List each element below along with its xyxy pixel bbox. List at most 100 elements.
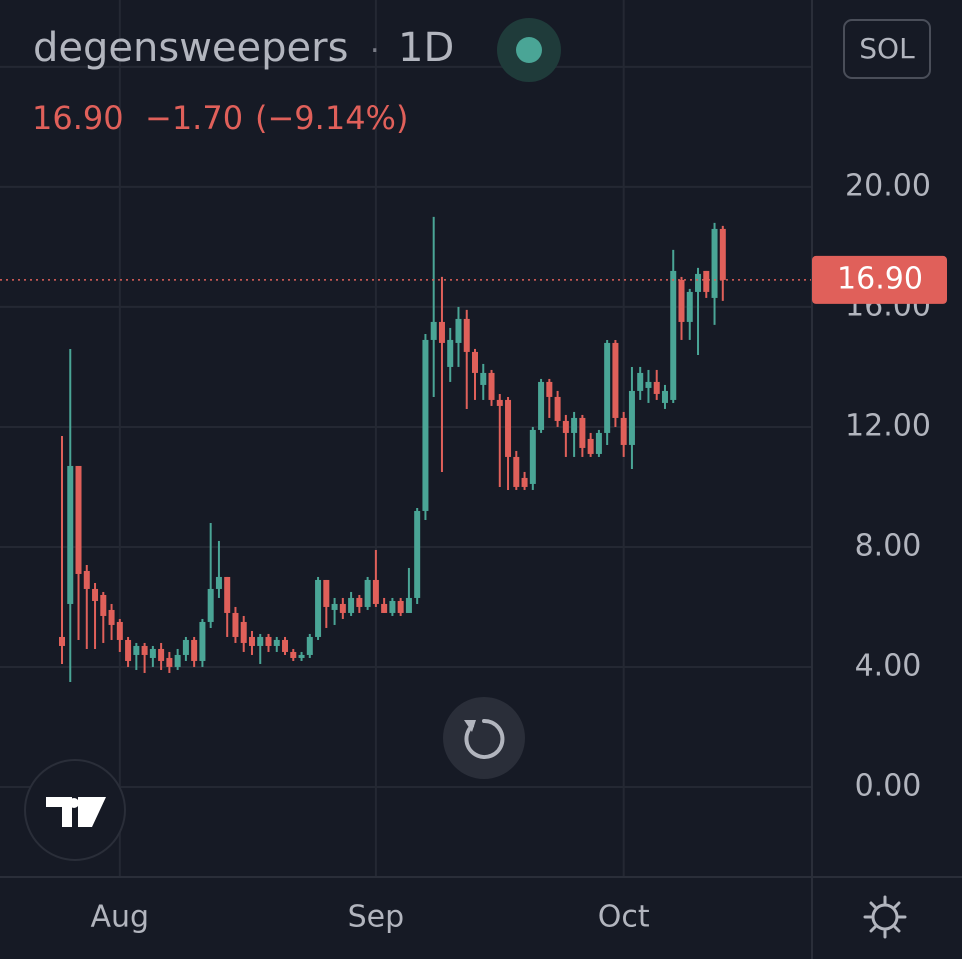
- candle-body: [174, 654, 181, 667]
- candle-body: [116, 621, 123, 640]
- candle-body: [298, 654, 305, 658]
- candle-body: [257, 636, 264, 646]
- candle-body: [141, 645, 148, 655]
- candle-body: [381, 603, 388, 613]
- candle-body: [637, 372, 644, 391]
- candle-body: [215, 576, 222, 589]
- replay-button[interactable]: [443, 697, 525, 779]
- logo-dot: [69, 798, 79, 808]
- candle-body: [719, 228, 726, 280]
- candle-body: [546, 381, 553, 397]
- candle-body: [571, 417, 578, 433]
- candle-body: [133, 645, 140, 655]
- candle-body: [149, 648, 156, 658]
- x-tick-label: Aug: [91, 900, 150, 935]
- candle-body: [480, 372, 487, 385]
- candle-body: [538, 381, 545, 430]
- candle-body: [364, 579, 371, 607]
- candle-body: [661, 390, 668, 403]
- tradingview-logo[interactable]: [24, 759, 126, 861]
- candle-body: [240, 621, 247, 643]
- candle-body: [290, 651, 297, 658]
- candle-body: [703, 270, 710, 292]
- replay-arrow: [464, 718, 505, 759]
- candle-body: [414, 510, 421, 598]
- candle-body: [232, 612, 239, 637]
- symbol: degensweepers: [33, 25, 348, 71]
- candle-body: [315, 579, 322, 637]
- candle-body: [447, 339, 454, 367]
- candle-body: [108, 609, 115, 625]
- candle-body: [472, 351, 478, 373]
- candle-body: [670, 270, 677, 400]
- candle-body: [628, 390, 635, 445]
- candle-body: [562, 420, 569, 433]
- last-price-tag: [812, 255, 947, 304]
- candle-body: [595, 432, 602, 454]
- candle-body: [554, 396, 561, 421]
- candle-body: [389, 600, 396, 613]
- candle-body: [273, 639, 280, 646]
- currency[interactable]: SOL: [859, 32, 915, 65]
- x-tick-label: Sep: [348, 900, 405, 935]
- candle-body: [455, 318, 462, 343]
- candle-body: [166, 657, 173, 667]
- last-price: 16.90: [32, 99, 124, 137]
- candle-body: [83, 570, 90, 589]
- last-price-label: 16.90: [837, 261, 923, 296]
- candle-body: [529, 429, 536, 484]
- y-tick-label: 0.00: [855, 768, 922, 803]
- candle-body: [653, 381, 660, 394]
- candle-body: [587, 438, 594, 454]
- candle-body: [645, 381, 652, 388]
- candle-body: [620, 417, 627, 445]
- candle-body: [488, 372, 495, 400]
- y-tick-label: 12.00: [845, 408, 931, 443]
- candle-body: [182, 639, 189, 655]
- candle-body: [125, 639, 132, 661]
- settings-button[interactable]: [863, 895, 907, 939]
- candle-body: [348, 597, 355, 613]
- candle-body: [372, 579, 379, 604]
- candle-body: [199, 621, 206, 661]
- replay-circle[interactable]: [443, 697, 525, 779]
- replay-arrowhead: [464, 720, 476, 732]
- candle-body: [438, 321, 445, 343]
- candle-body: [463, 318, 470, 352]
- candle-body: [430, 321, 437, 340]
- candle-body: [331, 603, 338, 610]
- interval: 1D: [398, 25, 454, 71]
- candle-body: [397, 600, 404, 613]
- candle-body: [323, 579, 330, 607]
- candle-body: [711, 228, 718, 298]
- gear[interactable]: [871, 903, 899, 931]
- candle-body: [686, 291, 693, 322]
- y-tick-label: 4.00: [855, 648, 922, 683]
- candle-body: [579, 417, 586, 448]
- candle-body: [422, 339, 429, 511]
- candle-body: [265, 636, 272, 646]
- candle-body: [678, 279, 685, 322]
- candle-body: [158, 648, 165, 661]
- candle-body: [100, 594, 107, 616]
- change-percent: (−9.14%): [255, 99, 408, 137]
- candle-body: [695, 273, 702, 292]
- candle-body: [248, 636, 255, 646]
- candle-body: [224, 576, 231, 613]
- currency-button[interactable]: [843, 19, 931, 79]
- candle-body: [67, 465, 74, 604]
- candle-body: [496, 399, 503, 406]
- candle-body: [339, 603, 346, 613]
- candle-body: [282, 639, 289, 652]
- grid: [0, 0, 812, 877]
- candle-body: [405, 597, 412, 613]
- candle-body: [306, 636, 313, 655]
- plot: [0, 216, 812, 682]
- candle-body: [356, 597, 363, 607]
- candle-body: [191, 639, 198, 661]
- y-tick-label: 8.00: [855, 528, 922, 563]
- logo-circle[interactable]: [24, 759, 126, 861]
